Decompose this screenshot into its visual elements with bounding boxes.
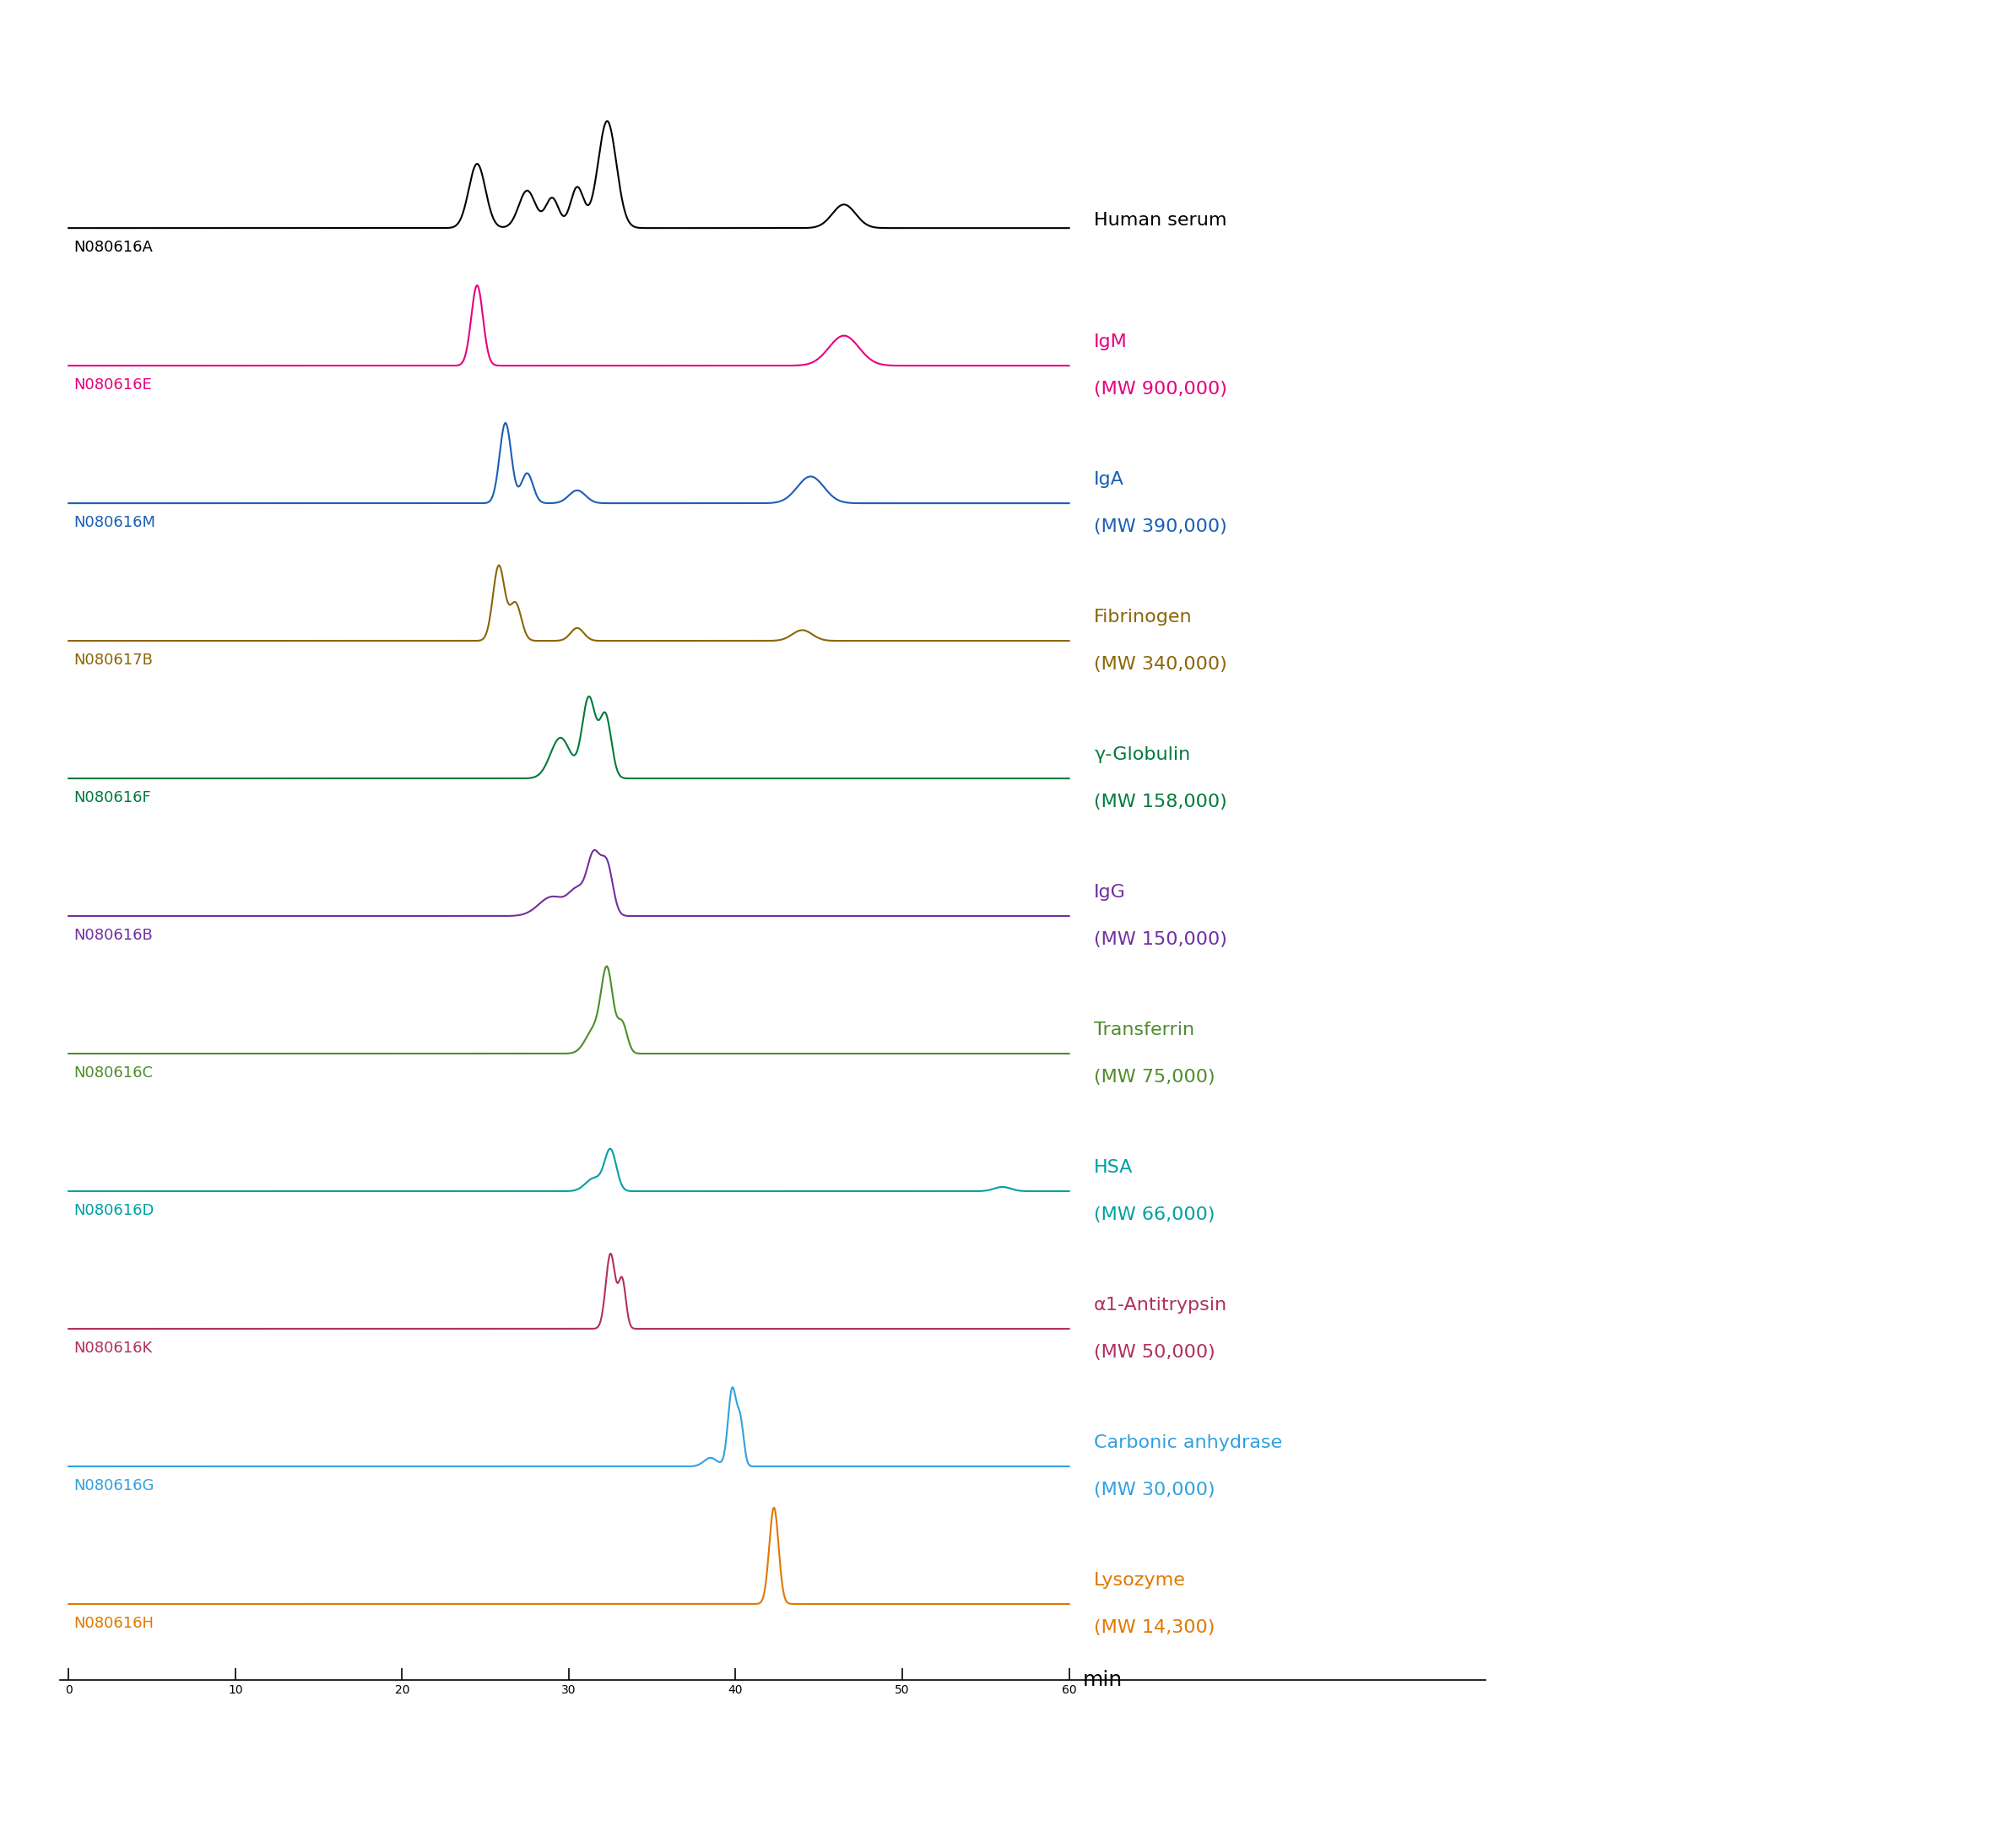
Text: (MW 390,000): (MW 390,000): [1094, 519, 1227, 536]
Text: α1-Antitrypsin: α1-Antitrypsin: [1094, 1297, 1227, 1314]
Text: N080616H: N080616H: [74, 1615, 155, 1630]
Text: (MW 50,000): (MW 50,000): [1094, 1343, 1215, 1360]
Text: IgM: IgM: [1094, 333, 1128, 351]
Text: Human serum: Human serum: [1094, 213, 1227, 229]
Text: (MW 900,000): (MW 900,000): [1094, 381, 1227, 397]
Text: N080616A: N080616A: [74, 240, 153, 255]
Text: (MW 340,000): (MW 340,000): [1094, 656, 1227, 673]
Text: (MW 14,300): (MW 14,300): [1094, 1619, 1215, 1635]
Text: N080616M: N080616M: [74, 516, 155, 530]
Text: (MW 158,000): (MW 158,000): [1094, 793, 1227, 811]
Text: IgA: IgA: [1094, 471, 1124, 488]
Text: N080616B: N080616B: [74, 928, 153, 942]
Text: N080616D: N080616D: [74, 1203, 155, 1218]
Text: Carbonic anhydrase: Carbonic anhydrase: [1094, 1434, 1283, 1451]
Text: N080616K: N080616K: [74, 1340, 153, 1355]
Text: N080616C: N080616C: [74, 1064, 153, 1081]
Text: (MW 75,000): (MW 75,000): [1094, 1068, 1215, 1087]
Text: (MW 66,000): (MW 66,000): [1094, 1207, 1215, 1223]
Text: IgG: IgG: [1094, 883, 1126, 900]
Text: N080616F: N080616F: [74, 789, 151, 806]
Text: Transferrin: Transferrin: [1094, 1022, 1195, 1039]
Text: N080616E: N080616E: [74, 377, 153, 392]
Text: N080616G: N080616G: [74, 1478, 155, 1493]
Text: γ-Globulin: γ-Globulin: [1094, 747, 1191, 763]
Text: (MW 30,000): (MW 30,000): [1094, 1482, 1215, 1499]
Text: Fibrinogen: Fibrinogen: [1094, 608, 1193, 626]
Text: Lysozyme: Lysozyme: [1094, 1573, 1187, 1589]
Text: N080617B: N080617B: [74, 652, 153, 667]
Text: HSA: HSA: [1094, 1159, 1133, 1175]
Text: (MW 150,000): (MW 150,000): [1094, 931, 1227, 948]
Text: min: min: [1082, 1671, 1122, 1691]
